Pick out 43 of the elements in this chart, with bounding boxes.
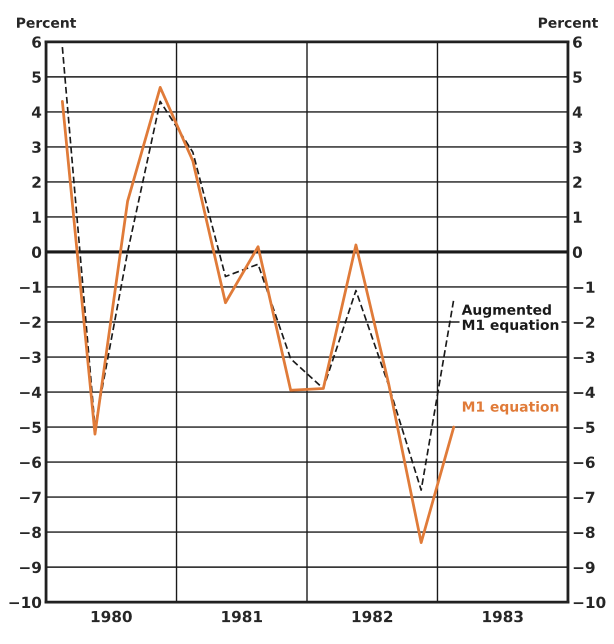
y2-tick-label: 0 (572, 246, 582, 258)
y2-tick-label: 5 (573, 72, 582, 83)
y2-axis-title: Percent (538, 18, 598, 28)
y-tick-label: 1 (32, 212, 41, 223)
line-series (60, 86, 456, 544)
y-tick-label: −7 (20, 492, 41, 503)
y-tick-label: −10 (9, 596, 42, 608)
x-tick-label: 1980 (92, 610, 132, 622)
y2-tick-label: 3 (573, 141, 582, 153)
y2-tick-label: −9 (574, 562, 595, 574)
y-tick-label: −9 (20, 562, 41, 574)
y-tick-label: −4 (20, 386, 42, 398)
y-tick-label: −6 (20, 456, 42, 468)
y2-tick-label: 4 (572, 106, 582, 118)
y-axis-title: Percent (17, 18, 76, 28)
y-tick-label: 2 (32, 176, 41, 188)
y2-tick-label: 1 (574, 212, 582, 223)
y2-tick-label: −1 (574, 282, 594, 293)
y-tick-label: −5 (20, 422, 41, 434)
y-tick-label: −8 (20, 526, 41, 538)
y2-tick-label: −10 (574, 596, 606, 608)
y2-tick-label: −2 (574, 316, 594, 328)
y-tick-label: 3 (32, 141, 41, 153)
y2-tick-label: −4 (574, 386, 595, 398)
y2-tick-label: −5 (574, 422, 594, 434)
y-tick-label: 5 (32, 72, 41, 83)
y2-tick-label: 2 (573, 176, 582, 188)
y2-tick-label: −7 (574, 492, 594, 503)
series-label: M1 equation (462, 401, 558, 415)
y-tick-label: −1 (20, 282, 41, 293)
y2-tick-label: −6 (574, 456, 595, 468)
y2-tick-label: −3 (574, 351, 594, 364)
y-tick-label: −3 (20, 351, 41, 364)
y-tick-label: −2 (20, 316, 41, 328)
x-tick-label: 1983 (483, 610, 523, 622)
series-label: Augmented M1 equation (462, 304, 558, 333)
y2-tick-label: −8 (574, 526, 595, 538)
y2-tick-label: 6 (573, 36, 582, 48)
x-tick-label: 1981 (222, 610, 262, 622)
x-tick-label: 1982 (352, 610, 392, 622)
y-tick-label: 4 (32, 106, 42, 118)
y-tick-label: 6 (32, 36, 42, 48)
y-tick-label: 0 (32, 246, 42, 258)
